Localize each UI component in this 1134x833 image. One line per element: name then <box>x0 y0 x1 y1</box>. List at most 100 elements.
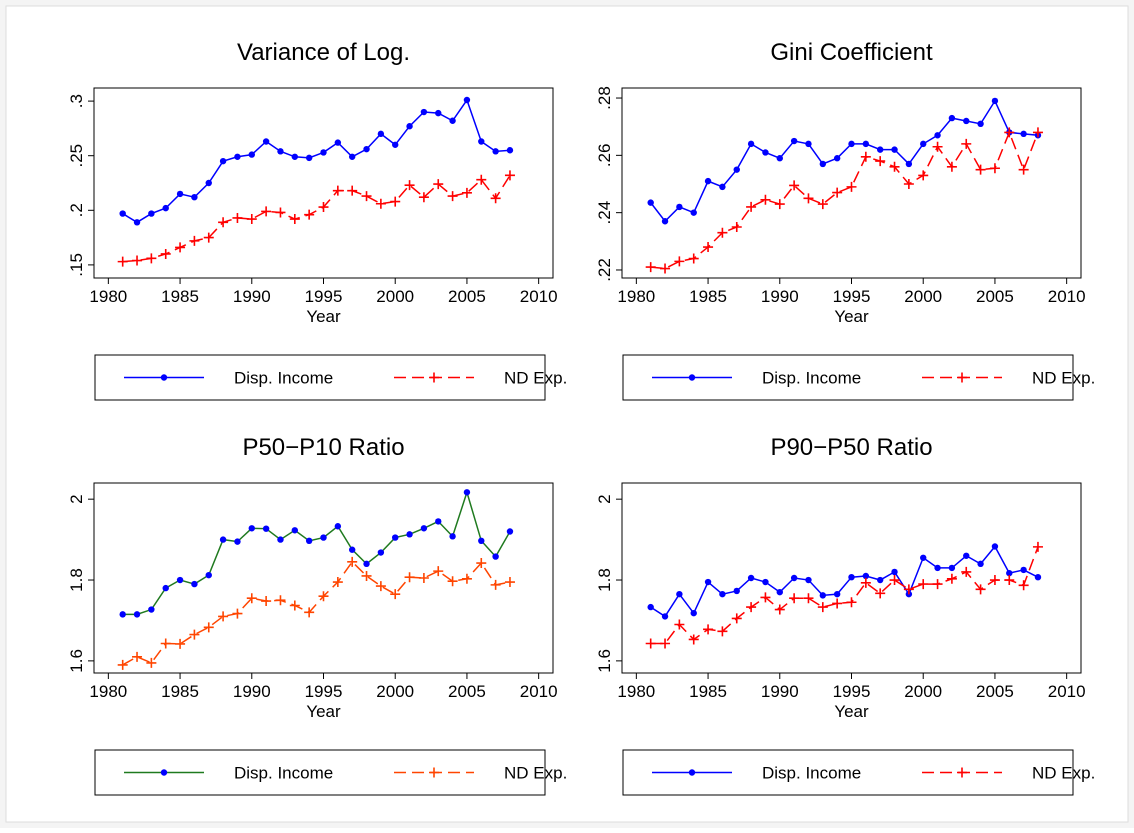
data-point <box>690 209 697 216</box>
x-axis-label: Year <box>834 307 869 326</box>
y-tick-label: .22 <box>595 258 614 282</box>
x-tick-label: 1995 <box>833 287 871 306</box>
data-point <box>392 534 399 541</box>
data-point <box>447 191 458 202</box>
data-point <box>305 154 313 162</box>
data-point <box>789 593 800 604</box>
data-point <box>918 579 929 590</box>
data-point <box>776 588 783 596</box>
data-point <box>989 575 1000 586</box>
data-point <box>148 606 155 613</box>
data-point <box>645 638 656 649</box>
data-point <box>817 199 828 210</box>
data-point <box>506 147 514 154</box>
x-tick-label: 2000 <box>376 287 414 306</box>
data-point <box>963 117 970 125</box>
data-point <box>833 155 841 162</box>
x-tick-label: 1990 <box>761 287 799 306</box>
data-point <box>332 185 343 196</box>
x-tick-label: 2000 <box>376 682 414 701</box>
data-point <box>961 138 972 149</box>
series-line <box>122 174 511 263</box>
data-point <box>146 253 157 264</box>
data-point <box>361 570 372 581</box>
data-point <box>934 564 941 572</box>
data-point <box>920 140 927 148</box>
x-tick-label: 2010 <box>1048 682 1086 701</box>
y-tick-label: .24 <box>595 201 614 225</box>
data-point <box>490 579 501 590</box>
data-point <box>731 221 742 232</box>
data-point <box>891 146 898 153</box>
data-point <box>832 187 843 198</box>
x-tick-label: 2010 <box>520 287 558 306</box>
y-tick-label: 1.8 <box>595 568 614 592</box>
x-tick-label: 1985 <box>689 287 727 306</box>
data-point <box>305 537 313 545</box>
data-point <box>747 574 755 582</box>
data-point <box>261 596 272 607</box>
x-tick-label: 2005 <box>448 682 486 701</box>
data-point <box>476 558 487 569</box>
data-point <box>848 140 855 148</box>
data-point <box>674 256 685 267</box>
data-point <box>746 201 757 212</box>
chart-title: Variance of Log. <box>237 39 410 66</box>
data-point <box>774 199 785 210</box>
data-point <box>760 592 771 603</box>
data-point <box>676 203 683 211</box>
data-point <box>645 262 656 273</box>
data-point <box>447 576 458 587</box>
data-point <box>406 123 413 130</box>
data-point <box>688 634 699 645</box>
data-point <box>903 179 914 190</box>
data-point <box>219 157 227 165</box>
data-point <box>133 219 141 226</box>
x-tick-label: 1995 <box>305 287 343 306</box>
data-point <box>690 609 697 617</box>
data-point <box>975 584 986 595</box>
data-point <box>332 577 343 588</box>
data-point <box>162 204 169 212</box>
data-point <box>175 242 186 253</box>
data-point <box>277 148 284 155</box>
data-point <box>404 572 415 583</box>
data-point <box>232 608 243 619</box>
x-tick-label: 1985 <box>689 682 727 701</box>
data-point <box>1032 541 1043 552</box>
data-point <box>961 566 972 577</box>
data-point <box>205 571 212 579</box>
data-point <box>703 624 714 635</box>
data-point <box>1020 566 1027 574</box>
legend-marker <box>688 374 696 381</box>
series-line <box>122 489 511 616</box>
data-point <box>1004 575 1015 586</box>
data-point <box>719 183 726 191</box>
x-axis-label: Year <box>834 702 869 721</box>
data-point <box>119 210 126 217</box>
data-point <box>334 139 342 146</box>
data-point <box>318 591 329 602</box>
legend-marker <box>160 374 168 381</box>
legend-marker <box>429 767 439 778</box>
data-point <box>348 153 356 160</box>
data-point <box>275 595 286 606</box>
data-point <box>762 578 769 586</box>
series-line <box>122 98 511 224</box>
data-point <box>846 181 857 192</box>
data-point <box>205 179 212 187</box>
legend-marker <box>160 769 168 776</box>
data-point <box>203 622 214 633</box>
legend-label: Disp. Income <box>234 764 333 783</box>
data-point <box>688 253 699 264</box>
data-point <box>647 199 654 206</box>
data-point <box>189 629 200 640</box>
data-point <box>891 568 898 576</box>
data-point <box>363 560 370 568</box>
data-point <box>817 602 828 613</box>
legend-marker <box>688 769 696 776</box>
x-tick-label: 1995 <box>833 682 871 701</box>
data-point <box>392 141 399 148</box>
data-point <box>819 160 827 168</box>
